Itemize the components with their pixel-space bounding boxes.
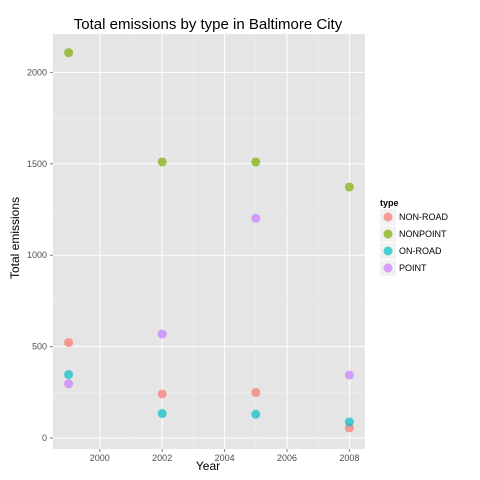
y-tick-label: 1000	[27, 250, 47, 260]
legend-key-on-road	[384, 247, 393, 256]
legend-key-non-road	[384, 213, 393, 222]
data-point-non-road	[251, 388, 260, 397]
data-point-point	[345, 370, 354, 379]
data-point-nonpoint	[251, 157, 260, 166]
x-axis: 2000 2002 2004 2006 2008	[90, 449, 360, 463]
data-point-non-road	[64, 338, 73, 347]
y-tick-label: 500	[32, 342, 47, 352]
x-axis-title: Year	[196, 459, 220, 473]
data-point-point	[251, 214, 260, 223]
data-point-nonpoint	[345, 183, 354, 192]
x-tick-label: 2000	[90, 453, 110, 463]
y-tick-label: 0	[42, 433, 47, 443]
legend: type NON-ROAD NONPOINT ON-ROAD POINT	[380, 198, 448, 276]
data-point-point	[158, 330, 167, 339]
x-tick-label: 2008	[339, 453, 359, 463]
data-point-non-road	[158, 389, 167, 398]
legend-label: NON-ROAD	[399, 212, 448, 222]
y-axis: 0 500 1000 1500 2000	[27, 67, 53, 443]
legend-label: NONPOINT	[399, 229, 447, 239]
legend-key-point	[384, 264, 393, 273]
data-point-on-road	[158, 409, 167, 418]
x-tick-label: 2006	[277, 453, 297, 463]
legend-title: type	[380, 198, 399, 208]
chart-title: Total emissions by type in Baltimore Cit…	[74, 16, 343, 33]
data-point-on-road	[64, 370, 73, 379]
data-point-point	[64, 379, 73, 388]
y-tick-label: 2000	[27, 67, 47, 77]
data-point-nonpoint	[158, 157, 167, 166]
data-point-on-road	[345, 417, 354, 426]
data-point-nonpoint	[64, 48, 73, 57]
legend-key-nonpoint	[384, 230, 393, 239]
y-tick-label: 1500	[27, 159, 47, 169]
data-point-on-road	[251, 410, 260, 419]
x-tick-label: 2002	[152, 453, 172, 463]
legend-label: POINT	[399, 263, 427, 273]
legend-label: ON-ROAD	[399, 246, 442, 256]
y-axis-title: Total emissions	[8, 197, 22, 279]
